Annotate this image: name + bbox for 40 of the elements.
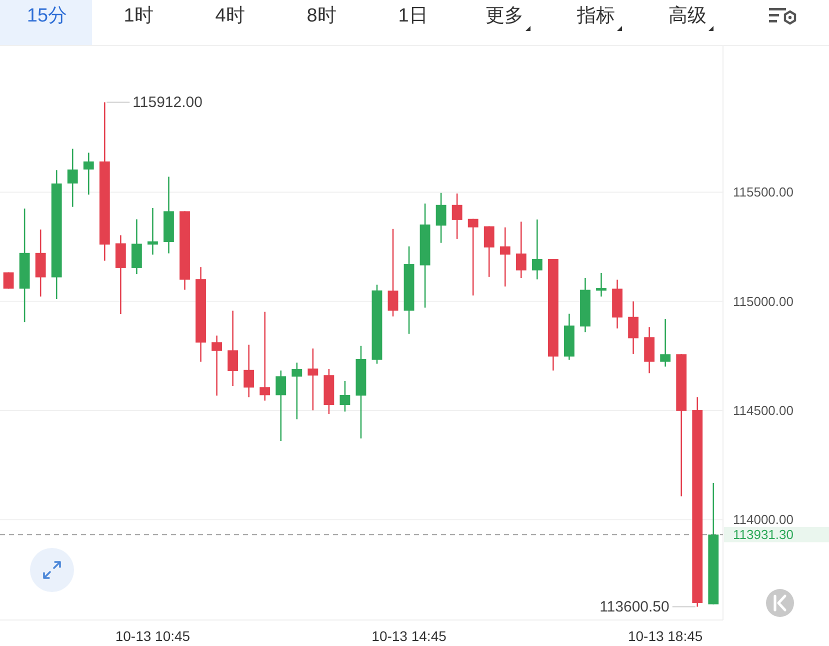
- candlestick: [244, 344, 254, 398]
- ref-line-label: 113931.30: [733, 527, 794, 542]
- annotation: 113600.50: [600, 598, 670, 616]
- candlestick: [292, 362, 302, 420]
- candlestick: [260, 311, 270, 402]
- candlestick: [67, 148, 78, 208]
- y-tick-label: 115000.00: [733, 294, 794, 309]
- y-tick-label: 114000.00: [733, 512, 794, 528]
- text: 高级: [668, 4, 706, 26]
- x-tick-label: 10-13 14:45: [372, 628, 447, 644]
- candlestick: [484, 226, 494, 278]
- candlestick: [596, 272, 606, 298]
- candlestick: [532, 218, 542, 280]
- candlestick: [228, 310, 238, 387]
- candlestick: [500, 226, 510, 288]
- candlestick: [628, 300, 638, 355]
- x-tick-label: 10-13 10:45: [115, 628, 190, 644]
- y-tick-label: 114500.00: [733, 402, 794, 418]
- candlestick: [388, 228, 398, 318]
- x-tick-label: 10-13 18:45: [628, 628, 703, 644]
- annotation: 115912.00: [132, 94, 202, 111]
- text: 指标: [576, 6, 615, 26]
- candlestick: [276, 370, 286, 442]
- candlestick: [308, 348, 318, 411]
- text: 1时: [124, 6, 154, 26]
- candlestick: [468, 218, 478, 296]
- text: 1日: [398, 6, 428, 26]
- candlestick: [516, 221, 526, 279]
- candlestick: [436, 192, 446, 244]
- candlestick: [83, 152, 94, 196]
- text: 8时: [306, 6, 336, 26]
- y-tick-label: 115500.00: [733, 184, 794, 200]
- text: 15分: [26, 6, 68, 26]
- candlestick: [660, 318, 671, 368]
- text: 4时: [215, 6, 245, 26]
- candlestick: [148, 207, 158, 256]
- candlestick: [452, 192, 462, 240]
- candlestick: [212, 334, 222, 396]
- text: 更多: [486, 6, 524, 26]
- candlestick: [340, 380, 350, 412]
